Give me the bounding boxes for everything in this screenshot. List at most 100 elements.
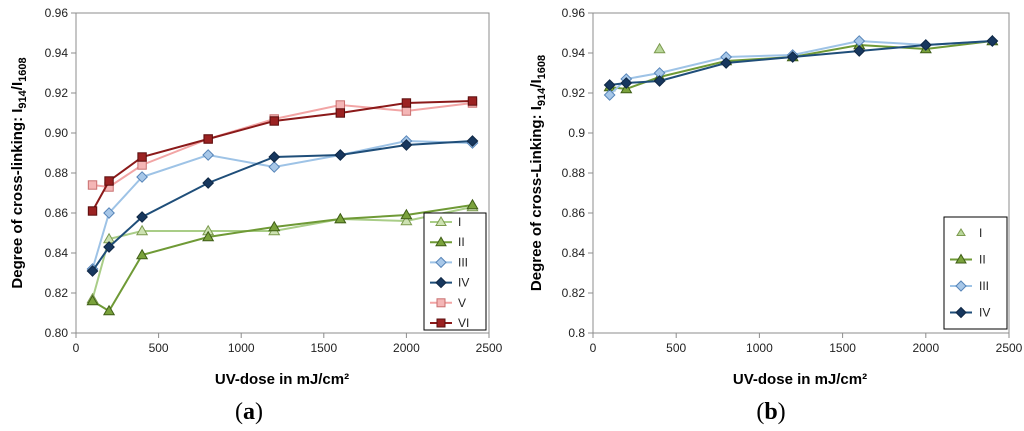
series-vi-point xyxy=(203,134,213,144)
panel-b-series xyxy=(603,34,999,101)
series-iv-point xyxy=(603,79,616,91)
legend-marker-diamond xyxy=(955,280,967,292)
legend-label: V xyxy=(458,296,466,310)
panel-a-x-axis-label: UV-dose in mJ/cm² xyxy=(215,371,349,388)
series-iv-point xyxy=(136,211,148,223)
panel-a-y-tick-label: 0.80 xyxy=(45,326,69,340)
series-v-point xyxy=(401,106,412,116)
legend-label: III xyxy=(458,255,468,269)
legend-marker-triangle xyxy=(956,228,966,236)
series-iv-point xyxy=(466,135,479,147)
panel-b-legend-entry-iv: IV xyxy=(950,306,990,320)
panel-b-series-iii xyxy=(603,35,999,101)
series-iv-point xyxy=(720,57,733,69)
legend-label: II xyxy=(458,235,465,249)
panel-b-x-tick-label: 2000 xyxy=(912,341,939,355)
legend-label: III xyxy=(979,279,989,293)
panel-a-y-tick-label: 0.90 xyxy=(45,126,69,140)
panel-a-x-tick-label: 1500 xyxy=(310,341,337,355)
series-iv-point xyxy=(986,35,999,47)
panel-a-y-tick-label: 0.88 xyxy=(45,166,69,180)
series-ii-point xyxy=(334,212,347,224)
panel-b-x-ticks: 0 500 1000 1500 2000 2500 xyxy=(590,333,1023,355)
series-iv-point xyxy=(853,45,866,57)
panel-a-y-tick-label: 0.96 xyxy=(45,6,69,20)
panel-a-y-tick-label: 0.84 xyxy=(45,246,69,260)
series-ii-point xyxy=(268,220,281,232)
panel-a-legend-entry-vi: VI xyxy=(430,316,469,330)
panel-a-y-axis-label: Degree of cross-linking: I914/I1608 xyxy=(9,57,29,288)
series-vi-point xyxy=(401,98,412,108)
panel-a-x-ticks: 0 500 1000 1500 2000 2500 xyxy=(73,333,503,355)
panel-b-y-tick-label: 0.92 xyxy=(562,86,586,100)
panel-b-series-i xyxy=(653,42,666,54)
series-vi-point xyxy=(87,206,98,216)
panel-b-label: (b) xyxy=(756,399,785,425)
series-iii-point xyxy=(268,161,281,173)
series-iv-line xyxy=(91,140,473,272)
panel-b-y-tick-label: 0.9 xyxy=(568,126,585,140)
legend-marker-diamond xyxy=(955,306,967,319)
series-v-point xyxy=(137,160,147,170)
panel-b-x-tick-label: 2500 xyxy=(996,341,1023,355)
panel-a-legend-entry-iv: IV xyxy=(430,276,469,290)
series-vi-point xyxy=(269,116,279,126)
series-iii-line xyxy=(91,139,473,270)
series-iii-point xyxy=(136,171,148,183)
series-iv-point xyxy=(268,151,281,163)
panel-b-y-tick-label: 0.84 xyxy=(562,246,586,260)
panel-b-y-tick-label: 0.8 xyxy=(568,326,585,340)
legend-marker-triangle xyxy=(435,216,447,226)
series-iii-line xyxy=(608,39,993,96)
series-vi-point xyxy=(467,96,478,106)
panel-b-legend-entry-ii: II xyxy=(950,253,986,267)
panel-b-legend-entry-iii: III xyxy=(950,279,989,293)
panel-b-x-tick-label: 1500 xyxy=(829,341,856,355)
series-i-point xyxy=(653,42,666,54)
panel-a-series xyxy=(86,96,479,316)
panel-b-y-tick-label: 0.82 xyxy=(562,286,586,300)
series-ii-point xyxy=(86,294,99,306)
panel-b-x-tick-label: 500 xyxy=(666,341,686,355)
panel-b-legend-box xyxy=(943,216,1008,330)
legend-marker-triangle xyxy=(435,236,447,247)
panel-a-series-iv xyxy=(86,135,479,277)
panel-a-y-tick-label: 0.94 xyxy=(45,46,69,60)
panel-a-y-tick-label: 0.82 xyxy=(45,286,69,300)
legend-marker-square xyxy=(436,318,446,328)
panel-b-x-tick-label: 1000 xyxy=(746,341,773,355)
panel-a: 0.80 0.82 0.84 0.86 0.88 0.90 0.92 0.94 0.96 0 50… xyxy=(9,6,503,425)
series-ii-point xyxy=(400,208,413,220)
series-ii-point xyxy=(136,248,149,260)
series-ii-point xyxy=(102,304,116,316)
series-iv-point xyxy=(653,75,666,87)
panel-a-x-tick-label: 2500 xyxy=(476,341,503,355)
series-iv-point xyxy=(103,241,115,253)
series-i-point xyxy=(136,224,149,236)
panel-b-x-axis-label: UV-dose in mJ/cm² xyxy=(733,371,867,388)
panel-a-y-tick-label: 0.92 xyxy=(45,86,69,100)
series-iv-point xyxy=(786,51,799,63)
panel-b-y-tick-label: 0.88 xyxy=(562,166,586,180)
legend-marker-square xyxy=(436,298,446,308)
series-v-point xyxy=(335,100,346,110)
panel-a-legend-entry-i: I xyxy=(430,215,461,229)
panel-b-y-tick-label: 0.96 xyxy=(562,6,586,20)
panel-a-legend-box xyxy=(423,212,487,331)
series-iii-point xyxy=(603,89,616,101)
panel-a-x-tick-label: 2000 xyxy=(393,341,420,355)
legend-label: IV xyxy=(458,276,469,290)
series-v-point xyxy=(87,180,98,190)
panel-a-y-ticks: 0.80 0.82 0.84 0.86 0.88 0.90 0.92 0.94 0.96 xyxy=(45,6,76,340)
panel-a-series-ii xyxy=(86,198,479,316)
panel-b-series-iv xyxy=(603,35,999,91)
panel-b-y-tick-label: 0.86 xyxy=(562,206,586,220)
series-i-point xyxy=(400,214,413,226)
legend-marker-diamond xyxy=(435,256,447,269)
panel-a-x-tick-label: 1000 xyxy=(228,341,255,355)
panel-a-legend-entry-ii: II xyxy=(430,235,465,249)
series-ii-line xyxy=(609,40,993,91)
panel-a-legend-entry-iii: III xyxy=(430,255,468,269)
